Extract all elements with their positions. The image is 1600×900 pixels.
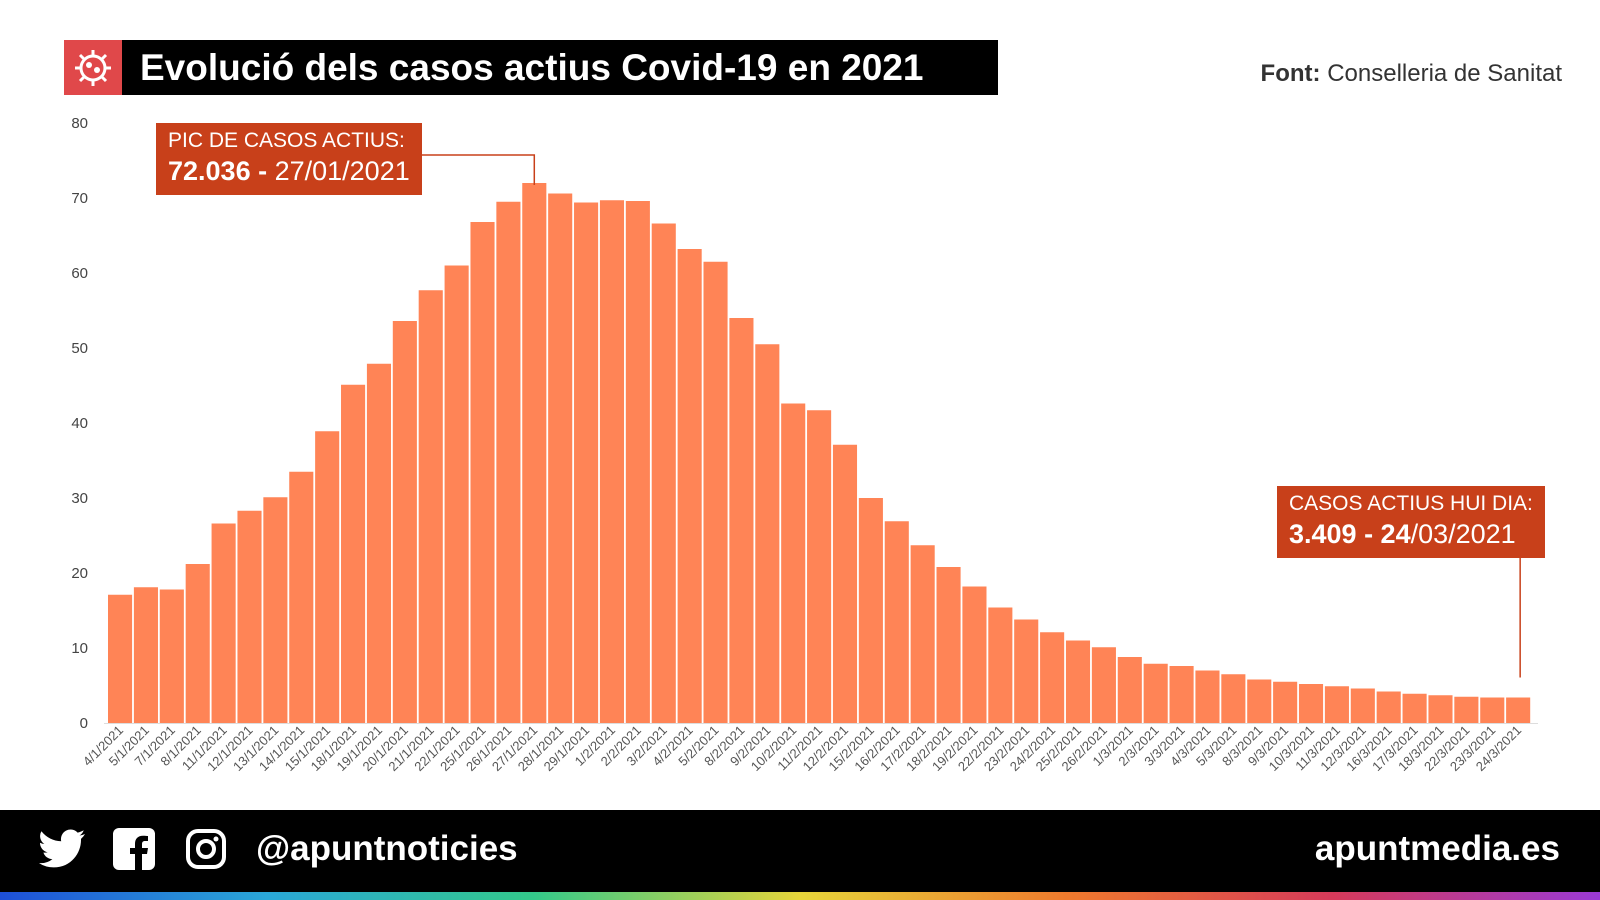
bar [703, 261, 728, 723]
instagram-icon[interactable] [180, 823, 232, 875]
footer [0, 810, 1600, 892]
peak-annotation: PIC DE CASOS ACTIUS: 72.036 - 27/01/2021 [156, 123, 422, 196]
bar [1402, 693, 1427, 723]
y-tick-label: 20 [71, 565, 88, 582]
bar [781, 403, 806, 723]
peak-leader-line [422, 154, 536, 185]
bar [1195, 670, 1220, 723]
website-link[interactable]: apuntmedia.es [1314, 829, 1560, 868]
bar [677, 249, 702, 723]
bar [315, 431, 340, 723]
bar [1221, 674, 1246, 723]
bar [729, 318, 754, 723]
y-tick-label: 40 [71, 415, 88, 432]
bar [1454, 696, 1479, 723]
bar [1065, 640, 1091, 723]
bar [1506, 697, 1531, 723]
bar [858, 498, 883, 723]
bar [522, 183, 547, 723]
bar [1376, 691, 1401, 723]
bar [185, 564, 210, 723]
bar [496, 201, 521, 723]
today-annotation: CASOS ACTIUS HUI DIA: 3.409 - 24/03/2021 [1277, 486, 1545, 559]
rainbow-stripe [0, 892, 1600, 900]
peak-annotation-date: 27/01/2021 [274, 156, 410, 187]
source-text: Font: Conselleria de Sanitat [1261, 60, 1562, 88]
bar [159, 589, 184, 723]
title-bar: Evolució dels casos actius Covid-19 en 2… [64, 40, 998, 95]
source-value: Conselleria de Sanitat [1327, 60, 1562, 87]
bar [366, 363, 391, 723]
bar [1014, 619, 1039, 723]
today-annotation-date: /03/2021 [1410, 519, 1516, 550]
y-axis: 0 10 20 30 40 50 60 70 80 [71, 115, 88, 732]
virus-icon [64, 40, 122, 95]
peak-annotation-label: PIC DE CASOS ACTIUS: [168, 129, 405, 152]
bar [1143, 663, 1168, 723]
bar [807, 410, 832, 723]
bar [936, 567, 961, 723]
bar-chart: 0 10 20 30 40 50 60 70 80 4/1/20215/1/20217/1/20… [71, 115, 1538, 775]
bars [108, 183, 1531, 723]
bar [548, 193, 573, 723]
bar [962, 586, 987, 723]
bar [988, 607, 1013, 723]
page-title: Evolució dels casos actius Covid-19 en 2… [140, 46, 924, 88]
today-annotation-label: CASOS ACTIUS HUI DIA: [1289, 492, 1533, 515]
bar [237, 510, 262, 723]
bar [108, 594, 133, 723]
bar [470, 222, 495, 723]
bar [1273, 681, 1298, 723]
bar [1247, 679, 1272, 723]
bar [1428, 695, 1453, 723]
y-tick-label: 0 [80, 715, 88, 732]
bar [1091, 647, 1116, 723]
bar [651, 223, 676, 723]
bar [1117, 657, 1142, 723]
source-label: Font: [1260, 60, 1321, 87]
bar [211, 523, 236, 723]
bar [599, 200, 625, 723]
bar [418, 290, 443, 723]
bar [263, 497, 288, 723]
twitter-icon[interactable] [36, 823, 88, 875]
bar [832, 444, 858, 723]
y-tick-label: 70 [71, 190, 88, 207]
y-tick-label: 10 [71, 640, 88, 657]
bar [755, 344, 780, 723]
bar [910, 545, 935, 723]
today-annotation-value: 3.409 - 24 [1289, 519, 1411, 550]
facebook-icon[interactable] [108, 823, 160, 875]
bar [1169, 666, 1194, 723]
bar [884, 521, 909, 723]
bar [341, 384, 366, 723]
bar [133, 587, 158, 723]
social-links: @apuntnoticies [36, 823, 518, 875]
bar [1350, 688, 1375, 723]
bar [1480, 697, 1505, 723]
bar [1040, 632, 1065, 723]
y-tick-label: 30 [71, 490, 88, 507]
bar [574, 202, 599, 723]
social-handle[interactable]: @apuntnoticies [256, 829, 518, 868]
bar [289, 471, 314, 723]
y-tick-label: 50 [71, 340, 88, 357]
peak-annotation-value: 72.036 - [168, 156, 268, 187]
x-axis: 4/1/20215/1/20217/1/20218/1/202111/1/202… [80, 723, 1525, 775]
bar [625, 201, 650, 723]
y-tick-label: 60 [71, 265, 88, 282]
bar [444, 265, 469, 723]
y-tick-label: 80 [71, 115, 88, 132]
bar [392, 321, 417, 723]
bar [1298, 684, 1324, 723]
bar [1324, 686, 1349, 723]
